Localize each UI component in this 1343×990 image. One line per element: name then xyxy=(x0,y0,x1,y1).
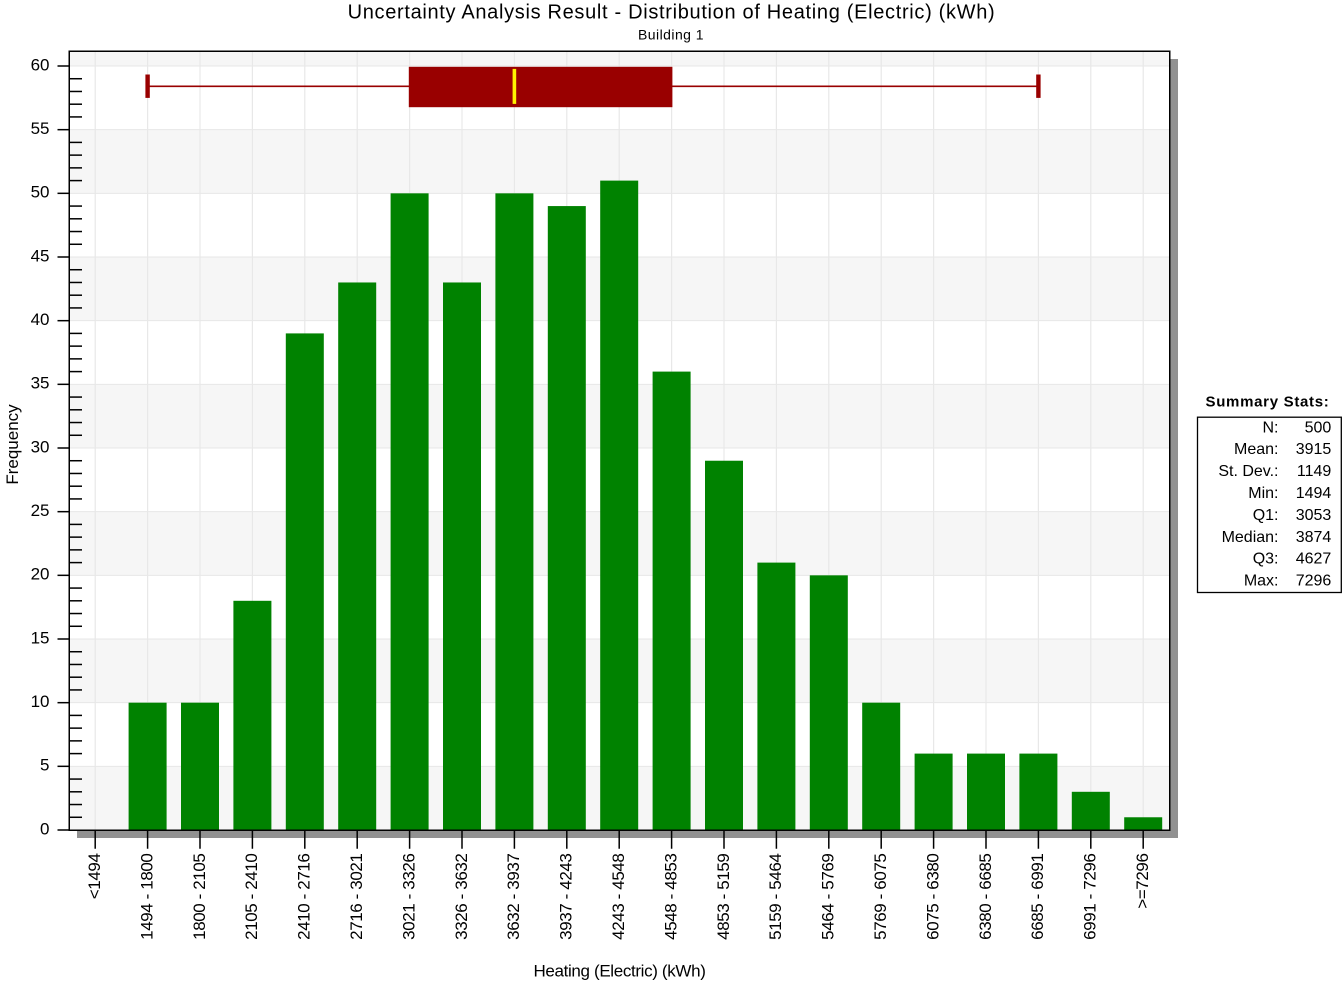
svg-text:2716 - 3021: 2716 - 3021 xyxy=(347,854,366,940)
svg-text:3632 - 3937: 3632 - 3937 xyxy=(504,854,523,940)
svg-text:3021 - 3326: 3021 - 3326 xyxy=(399,854,418,940)
svg-text:40: 40 xyxy=(31,310,50,329)
svg-text:5: 5 xyxy=(40,756,49,775)
svg-text:60: 60 xyxy=(31,55,50,74)
svg-text:1494 - 1800: 1494 - 1800 xyxy=(137,854,156,940)
svg-text:7296: 7296 xyxy=(1296,573,1332,590)
svg-text:4627: 4627 xyxy=(1296,551,1332,568)
svg-text:1494: 1494 xyxy=(1296,485,1332,502)
svg-text:2410 - 2716: 2410 - 2716 xyxy=(295,854,314,940)
svg-text:Min:: Min: xyxy=(1248,485,1278,502)
svg-text:3053: 3053 xyxy=(1296,507,1332,524)
svg-text:2105 - 2410: 2105 - 2410 xyxy=(242,854,261,940)
svg-text:5464 - 5769: 5464 - 5769 xyxy=(819,854,838,940)
svg-text:>=7296: >=7296 xyxy=(1133,854,1152,909)
svg-text:1800 - 2105: 1800 - 2105 xyxy=(190,854,209,940)
svg-text:3937 - 4243: 3937 - 4243 xyxy=(557,854,576,940)
svg-text:4853 - 5159: 4853 - 5159 xyxy=(714,854,733,940)
svg-text:N:: N: xyxy=(1263,419,1279,436)
svg-text:3874: 3874 xyxy=(1296,529,1332,546)
svg-text:0: 0 xyxy=(40,819,49,838)
svg-text:Summary Stats:: Summary Stats: xyxy=(1205,394,1329,411)
svg-text:6991 - 7296: 6991 - 7296 xyxy=(1081,854,1100,940)
svg-text:St. Dev.:: St. Dev.: xyxy=(1218,463,1278,480)
svg-text:5159 - 5464: 5159 - 5464 xyxy=(766,854,785,940)
svg-text:Q1:: Q1: xyxy=(1253,507,1279,524)
svg-text:5769 - 6075: 5769 - 6075 xyxy=(871,854,890,940)
svg-text:Q3:: Q3: xyxy=(1253,551,1279,568)
svg-text:6380 - 6685: 6380 - 6685 xyxy=(976,854,995,940)
svg-text:Mean:: Mean: xyxy=(1234,441,1278,458)
svg-text:3326 - 3632: 3326 - 3632 xyxy=(452,854,471,940)
svg-text:35: 35 xyxy=(31,374,50,393)
svg-text:Building 1: Building 1 xyxy=(638,27,704,43)
svg-text:50: 50 xyxy=(31,183,50,202)
svg-text:15: 15 xyxy=(31,628,50,647)
svg-text:Max:: Max: xyxy=(1244,573,1279,590)
svg-text:45: 45 xyxy=(31,246,50,265)
svg-text:25: 25 xyxy=(31,501,50,520)
svg-text:30: 30 xyxy=(31,437,50,456)
svg-text:Median:: Median: xyxy=(1222,529,1279,546)
svg-text:<1494: <1494 xyxy=(85,854,104,900)
svg-text:4243 - 4548: 4243 - 4548 xyxy=(609,854,628,940)
svg-text:6075 - 6380: 6075 - 6380 xyxy=(923,854,942,940)
svg-text:10: 10 xyxy=(31,692,50,711)
svg-text:Frequency: Frequency xyxy=(3,404,22,485)
svg-text:500: 500 xyxy=(1305,419,1332,436)
svg-text:55: 55 xyxy=(31,119,50,138)
svg-text:4548 - 4853: 4548 - 4853 xyxy=(661,854,680,940)
svg-text:20: 20 xyxy=(31,565,50,584)
svg-text:Uncertainty Analysis Result -: Uncertainty Analysis Result - Distributi… xyxy=(348,1,996,23)
svg-text:6685 - 6991: 6685 - 6991 xyxy=(1028,854,1047,940)
svg-text:3915: 3915 xyxy=(1296,441,1332,458)
svg-text:1149: 1149 xyxy=(1297,463,1332,480)
svg-text:Heating (Electric) (kWh): Heating (Electric) (kWh) xyxy=(533,961,705,980)
